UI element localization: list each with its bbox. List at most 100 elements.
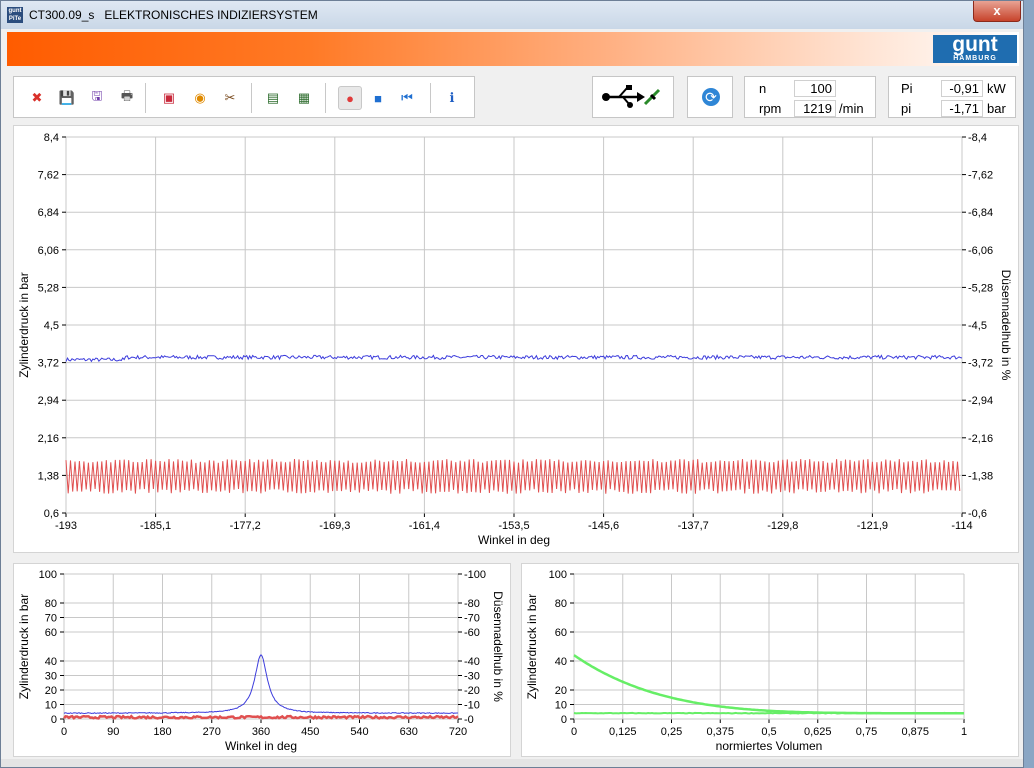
- y2-tick-label: -8,4: [968, 132, 987, 144]
- close-window-button[interactable]: x: [973, 1, 1021, 22]
- x-tick-label: 0,625: [804, 726, 832, 738]
- load-screen-icon[interactable]: ▤: [266, 90, 280, 105]
- x-tick-label: -177,2: [230, 520, 261, 532]
- x-tick-label: 180: [153, 726, 171, 738]
- y2-tick-label: -10: [464, 700, 480, 712]
- close-file-icon[interactable]: ✖: [31, 90, 43, 105]
- toolbar-separator: [145, 83, 146, 113]
- rpm-unit: /min: [839, 101, 864, 116]
- refresh-button[interactable]: ⟳: [687, 76, 733, 118]
- y-tick-label: 40: [555, 656, 567, 668]
- y2-axis-label: Düsennadelhub in %: [491, 591, 505, 702]
- cycle-pressure-chart[interactable]: 0 90 180 270 360 450 540 630 720 0 -0 10 -10 20 -20 30 -…: [14, 564, 510, 756]
- pi-unit: bar: [987, 101, 1006, 116]
- y-tick-label: 20: [555, 685, 567, 697]
- y-tick-label: 8,4: [44, 132, 59, 144]
- y-tick-label: 7,62: [38, 170, 59, 182]
- add-screen-icon[interactable]: ▦: [297, 90, 311, 105]
- pressure-angle-chart[interactable]: -193 -185,1 -177,2 -169,3 -161,4 -153,5 -145,6…: [14, 126, 1018, 552]
- save-icon[interactable]: 💾: [58, 90, 76, 105]
- x-tick-label: 0,125: [609, 726, 637, 738]
- y2-tick-label: -30: [464, 671, 480, 683]
- y2-tick-label: -2,16: [968, 433, 993, 445]
- toolbar-separator: [325, 83, 326, 113]
- n-label: n: [759, 81, 767, 96]
- stop-record-icon[interactable]: ▣: [162, 90, 176, 105]
- angle-chart-panel: 0 90 180 270 360 450 540 630 720 0 -0 10 -10 20 -20 30 -…: [13, 563, 511, 757]
- print-icon[interactable]: 🖶: [120, 88, 134, 103]
- needle-lift-series-line: [65, 458, 961, 494]
- toolbar-separator: [251, 83, 252, 113]
- pv-diagram-chart[interactable]: 0 0,125 0,25 0,375 0,5 0,625 0,75 0,875 10102040…: [522, 564, 1018, 756]
- y2-axis-label: Düsennadelhub in %: [999, 270, 1013, 381]
- pi-label: pi: [901, 101, 912, 116]
- toolbar: [13, 76, 475, 118]
- y-tick-label: 6,84: [38, 207, 59, 219]
- y-axis-label: Zylinderdruck in bar: [17, 594, 31, 699]
- save-as-icon[interactable]: 🖫: [91, 88, 103, 103]
- color-settings-icon[interactable]: ◉: [194, 90, 206, 105]
- y2-tick-label: -70: [464, 613, 480, 625]
- Pi-value: -0,91: [941, 80, 983, 97]
- x-tick-label: 0,25: [661, 726, 682, 738]
- x-tick-label: -153,5: [498, 520, 529, 532]
- y2-tick-label: -40: [464, 656, 480, 668]
- y-tick-label: 2,94: [38, 395, 59, 407]
- record-icon[interactable]: ●: [338, 86, 362, 110]
- y2-tick-label: -4,5: [968, 320, 987, 332]
- status-strip: [1, 759, 1023, 767]
- x-tick-label: -137,7: [678, 520, 709, 532]
- x-tick-label: 720: [449, 726, 467, 738]
- pi-value: -1,71: [941, 100, 983, 117]
- y-tick-label: 2,16: [38, 433, 59, 445]
- y2-tick-label: -3,72: [968, 358, 993, 370]
- y2-tick-label: -6,06: [968, 245, 993, 257]
- y-tick-label: 10: [555, 700, 567, 712]
- x-tick-label: -121,9: [857, 520, 888, 532]
- title-bar: gunt PiTe CT300.09_s ELEKTRONISCHES INDI…: [1, 1, 1023, 29]
- x-tick-label: 540: [350, 726, 368, 738]
- x-tick-label: 0: [61, 726, 67, 738]
- x-tick-label: -161,4: [409, 520, 440, 532]
- tools-icon[interactable]: ✂: [224, 90, 236, 105]
- refresh-icon: ⟳: [702, 88, 720, 106]
- cycle-needle-line: [63, 714, 459, 721]
- y-tick-label: 20: [45, 685, 57, 697]
- stop-icon[interactable]: ■: [374, 90, 382, 106]
- x-tick-label: -185,1: [140, 520, 171, 532]
- x-tick-label: -129,8: [767, 520, 798, 532]
- window-title: CT300.09_s ELEKTRONISCHES INDIZIERSYSTEM: [29, 8, 318, 22]
- y2-tick-label: -1,38: [968, 470, 993, 482]
- Pi-unit: kW: [987, 81, 1006, 96]
- y-tick-label: 60: [45, 627, 57, 639]
- usb-connection-button[interactable]: [592, 76, 674, 118]
- rewind-icon[interactable]: ⏮: [401, 90, 413, 105]
- y2-tick-label: -0: [464, 714, 474, 726]
- x-tick-label: 0,5: [761, 726, 776, 738]
- rpm-label: rpm: [759, 101, 782, 116]
- cycle-pressure-line: [63, 653, 458, 715]
- x-axis-label: normiertes Volumen: [716, 739, 823, 753]
- y-tick-label: 100: [39, 569, 57, 581]
- x-tick-label: 0,75: [856, 726, 877, 738]
- y-tick-label: 70: [45, 613, 57, 625]
- x-tick-label: 270: [203, 726, 221, 738]
- y2-tick-label: -80: [464, 598, 480, 610]
- y2-tick-label: -20: [464, 685, 480, 697]
- pressure-series-line: [65, 354, 963, 363]
- x-tick-label: -193: [55, 520, 77, 532]
- y-tick-label: 0,6: [44, 508, 59, 520]
- gunt-logo: gunt HAMBURG: [933, 34, 1017, 63]
- brand-banner: [7, 32, 1019, 66]
- y2-tick-label: -5,28: [968, 282, 993, 294]
- x-tick-label: 0,875: [901, 726, 929, 738]
- info-icon[interactable]: ℹ: [449, 90, 455, 105]
- y-axis-label: Zylinderdruck in bar: [525, 594, 539, 699]
- x-tick-label: 360: [252, 726, 270, 738]
- y-tick-label: 0: [561, 714, 567, 726]
- x-tick-label: 0,375: [706, 726, 734, 738]
- x-axis-label: Winkel in deg: [225, 739, 297, 753]
- compression-curve-line: [573, 711, 965, 715]
- x-axis-label: Winkel in deg: [478, 533, 550, 547]
